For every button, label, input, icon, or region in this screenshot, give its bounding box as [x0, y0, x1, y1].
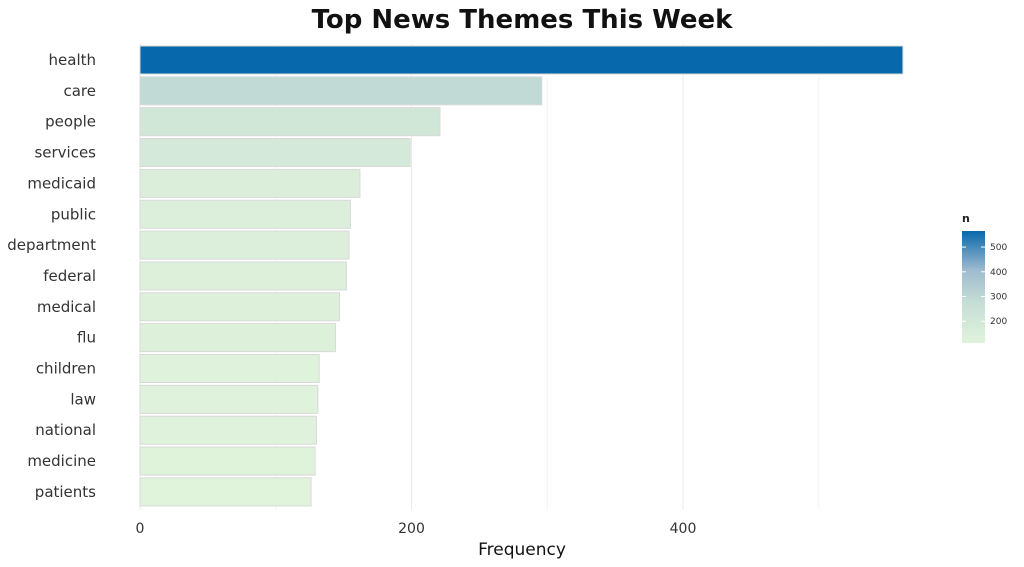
category-label-flu: flu	[77, 329, 96, 347]
legend-title: n	[962, 212, 970, 225]
bar-services	[139, 138, 411, 168]
bar-people	[139, 107, 441, 137]
legend-tick-label: 200	[990, 317, 1007, 327]
x-tick-label: 400	[670, 521, 697, 537]
bar-medicaid	[139, 168, 361, 198]
x-tick-label: 200	[398, 521, 425, 537]
color-legend: n 500 400 300 200	[962, 212, 1007, 343]
bar-federal	[139, 261, 347, 291]
category-label-children: children	[36, 360, 96, 378]
category-label-law: law	[70, 390, 96, 408]
category-label-public: public	[51, 205, 96, 223]
x-tick-label: 0	[136, 521, 145, 537]
bar-flu	[139, 323, 336, 353]
category-label-care: care	[63, 82, 96, 100]
category-labels: health care people services medicaid public de…	[7, 51, 96, 501]
bar-law	[139, 384, 319, 414]
bar-medical	[139, 292, 341, 322]
bar-children	[139, 354, 320, 383]
legend-tick-label: 400	[990, 268, 1007, 278]
bar-national	[139, 415, 317, 445]
bar-health	[139, 45, 904, 75]
category-label-people: people	[45, 113, 96, 131]
bar-medicine	[139, 446, 316, 476]
bar-public	[139, 199, 351, 229]
chart-title: Top News Themes This Week	[312, 5, 734, 35]
category-label-medical: medical	[37, 298, 96, 316]
category-label-medicaid: medicaid	[27, 174, 96, 192]
category-label-medicine: medicine	[27, 452, 96, 470]
x-tick-labels: 0 200 400	[136, 521, 697, 537]
category-label-department: department	[7, 236, 96, 254]
bar-patients	[139, 477, 312, 507]
category-label-services: services	[34, 144, 96, 162]
category-label-health: health	[49, 51, 96, 69]
legend-tick-label: 300	[990, 293, 1007, 303]
bar-care	[139, 76, 543, 106]
category-label-patients: patients	[35, 483, 96, 501]
category-label-federal: federal	[43, 267, 96, 285]
bar-department	[139, 230, 350, 260]
category-label-national: national	[35, 421, 96, 439]
bars	[139, 45, 904, 507]
legend-colorbar	[962, 231, 985, 343]
x-axis-title: Frequency	[478, 540, 566, 560]
legend-tick-label: 500	[990, 243, 1007, 253]
